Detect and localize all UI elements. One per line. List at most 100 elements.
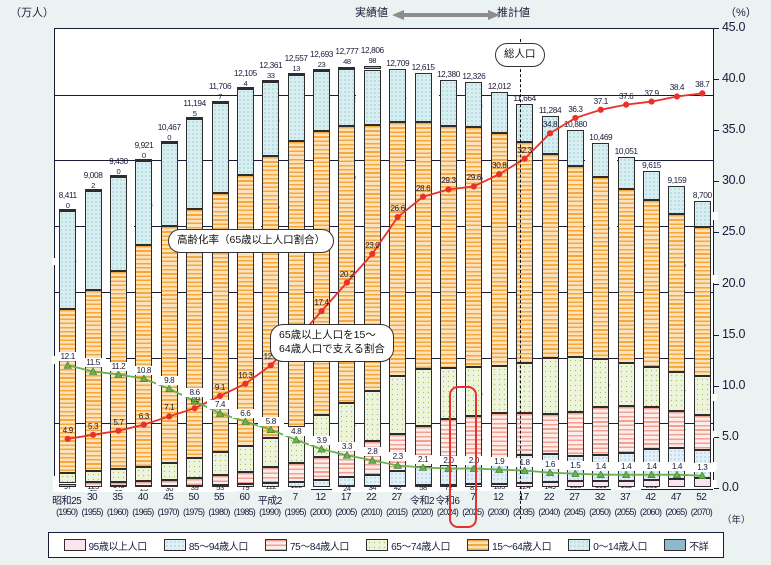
total-population-label: 12,557 <box>284 53 308 64</box>
population-bar[interactable] <box>490 92 508 487</box>
legend-label: 15～64歳人口 <box>492 541 552 553</box>
bar-segment-unknown <box>313 68 331 71</box>
data-point-marker <box>291 435 301 444</box>
legend-item-a15_64[interactable]: 15～64歳人口 <box>467 538 552 553</box>
tick-mark <box>714 181 719 183</box>
support-ratio-value-label: 8.6 <box>181 388 208 398</box>
x-axis-year-label: (2040) <box>538 507 560 517</box>
bar-segment-a75_84 <box>211 474 229 486</box>
bar-segment-a65_74 <box>160 462 178 480</box>
population-bar[interactable] <box>211 100 229 487</box>
bar-segment-a15_64 <box>84 290 102 472</box>
x-axis-year-label: (2065) <box>665 507 687 517</box>
x-axis-era-label: 令和2 <box>410 496 435 507</box>
bar-segment-a0_14 <box>566 129 584 166</box>
segment-value-label: 81 <box>458 484 489 492</box>
population-bar[interactable] <box>439 80 457 487</box>
x-axis-year-label: (2020) <box>411 507 433 517</box>
population-bar[interactable] <box>109 175 127 487</box>
data-point-marker <box>165 384 174 393</box>
legend-item-a75_84[interactable]: 75～84歳人口 <box>264 538 349 553</box>
bar-segment-a0_14 <box>109 177 127 271</box>
bar-segment-a75_84 <box>287 463 305 482</box>
legend-item-a0_14[interactable]: 0～14歳人口 <box>568 538 648 553</box>
population-bar[interactable] <box>566 129 584 487</box>
tick-mark <box>714 232 719 234</box>
aging-rate-value-label: 5.7 <box>113 417 124 427</box>
x-axis-year-label: (1980) <box>208 507 230 517</box>
population-bar[interactable] <box>643 171 661 487</box>
x-axis-year-label: (1950) <box>56 507 78 517</box>
bar-segment-a65_74 <box>643 367 661 407</box>
support-ratio-value-label: 11.2 <box>105 361 132 371</box>
aging-rate-value-label: 29.6 <box>466 173 482 183</box>
data-point-marker <box>114 370 123 378</box>
support-ratio-value-label: 9.8 <box>156 375 183 385</box>
bar-segment-a75_84 <box>541 413 559 454</box>
support-ratio-value-label: 3.3 <box>333 442 360 452</box>
population-bar[interactable] <box>389 69 407 487</box>
bar-segment-unknown <box>338 66 356 69</box>
legend-item-a65_74[interactable]: 65～74歳人口 <box>366 538 451 553</box>
data-point-marker <box>698 471 707 479</box>
data-point-marker <box>368 456 377 464</box>
bar-segment-a75_84 <box>186 477 204 486</box>
support-ratio-value-label: 2.3 <box>384 452 411 462</box>
bar-segment-a65_74 <box>211 452 229 475</box>
support-ratio-value-label: 1.4 <box>587 461 614 471</box>
x-axis-year-label: (2030) <box>487 507 510 517</box>
data-point-marker <box>343 279 351 286</box>
bar-segment-a65_74 <box>541 357 559 414</box>
actual-arrow-icon <box>392 10 460 20</box>
population-bar[interactable] <box>59 208 77 487</box>
total-population-label: 9,159 <box>667 175 687 186</box>
legend-item-a85_94[interactable]: 85～94歳人口 <box>163 538 248 553</box>
segment-value-label: 42 <box>382 484 413 492</box>
population-bar[interactable] <box>617 156 635 487</box>
x-axis-year-label: (2005) <box>335 507 357 517</box>
bar-segment-a0_14 <box>262 81 280 156</box>
x-axis-era-label: 30 <box>87 492 98 503</box>
population-bar[interactable] <box>160 141 178 487</box>
bar-segment-a95 <box>414 485 432 487</box>
total-population-label: 8,411 <box>58 189 78 200</box>
segment-value-label: 7 <box>218 92 222 102</box>
x-axis-year-label: (1985) <box>233 507 256 517</box>
bar-segment-a95 <box>592 480 610 487</box>
data-point-marker <box>673 93 681 100</box>
bar-segment-a65_74 <box>566 357 584 413</box>
aging-rate-value-label: 7.9 <box>189 395 201 405</box>
chart-plot-area: 10973095,0172,97908,411131253385,5173,01… <box>51 28 719 519</box>
total-population-label: 9,921 <box>134 140 154 151</box>
population-bar[interactable] <box>541 116 559 487</box>
data-point-marker <box>342 450 352 459</box>
population-bar[interactable] <box>84 189 102 487</box>
x-axis-year-label: (2024) <box>436 507 459 517</box>
callout-total-population: 総人口 <box>495 43 545 67</box>
x-axis-era-label: 35 <box>112 492 123 503</box>
bar-segment-unknown <box>287 72 305 75</box>
callout-support-ratio: 65歳以上人口を15～ 64歳人口で支える割合 <box>270 324 394 362</box>
bar-segment-a0_14 <box>236 89 254 175</box>
bar-segment-a0_14 <box>490 92 508 134</box>
bar-segment-a75_84 <box>236 471 254 485</box>
bar-segment-unknown <box>135 159 153 162</box>
data-point-marker <box>445 186 452 193</box>
support-ratio-value-label: 2.0 <box>435 455 462 465</box>
segment-value-label: 0 <box>116 167 121 177</box>
bar-segment-a75_84 <box>668 410 686 449</box>
legend-item-a95[interactable]: 95歳以上人口 <box>63 538 147 553</box>
bar-segment-a15_64 <box>59 308 77 474</box>
population-bar[interactable] <box>135 159 153 487</box>
legend-item-unknown[interactable]: 不詳 <box>664 538 709 553</box>
segment-value-label: 24 <box>331 484 362 493</box>
population-bar[interactable] <box>693 201 711 487</box>
data-point-marker <box>419 193 427 200</box>
data-point-marker <box>672 470 682 478</box>
bar-segment-a95 <box>541 482 559 487</box>
bar-segment-a75_84 <box>84 482 102 487</box>
x-axis-year-label: (1975) <box>183 507 205 517</box>
total-population-label: 12,693 <box>310 48 334 59</box>
x-axis-year-label: (2015) <box>386 507 408 517</box>
bar-segment-a0_14 <box>439 80 457 126</box>
